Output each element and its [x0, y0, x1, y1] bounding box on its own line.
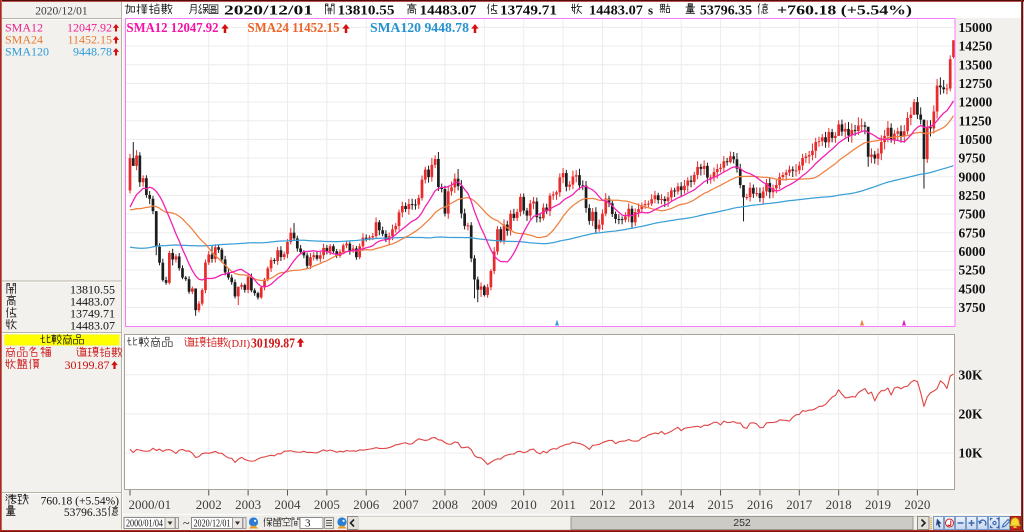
svg-text:2016: 2016 — [747, 497, 774, 512]
svg-text:3: 3 — [305, 518, 311, 530]
svg-text:14483.07: 14483.07 — [420, 4, 477, 19]
svg-text:2003: 2003 — [235, 497, 261, 512]
svg-text:3750: 3750 — [959, 300, 986, 315]
svg-text:(DJI): (DJI) — [228, 339, 251, 350]
svg-text:SMA24 11452.15: SMA24 11452.15 — [248, 21, 340, 36]
svg-text:13500: 13500 — [959, 57, 993, 72]
svg-text:2008: 2008 — [432, 497, 458, 512]
svg-text:12750: 12750 — [959, 76, 993, 91]
svg-text:760.18 (+5.54%): 760.18 (+5.54%) — [41, 496, 120, 508]
svg-text:2002: 2002 — [196, 497, 222, 512]
svg-text:2014: 2014 — [668, 497, 695, 512]
svg-text:2017: 2017 — [786, 497, 813, 512]
svg-text:10K: 10K — [959, 446, 984, 461]
svg-text:2000/01/04: 2000/01/04 — [126, 519, 164, 530]
svg-text:SMA12: SMA12 — [5, 21, 43, 35]
svg-text:2005: 2005 — [314, 497, 340, 512]
svg-text:13810.55: 13810.55 — [70, 283, 115, 297]
svg-text:14483.07: 14483.07 — [70, 295, 115, 309]
svg-text:2000/01: 2000/01 — [129, 497, 172, 512]
svg-text:2009: 2009 — [471, 497, 497, 512]
svg-text:+760.18 (+5.54%): +760.18 (+5.54%) — [777, 4, 912, 19]
svg-text:9448.78: 9448.78 — [73, 45, 112, 59]
svg-text:2012: 2012 — [589, 497, 615, 512]
svg-text:6750: 6750 — [959, 225, 986, 240]
svg-text:10500: 10500 — [959, 132, 993, 147]
svg-text:53796.35: 53796.35 — [64, 507, 107, 519]
svg-text:12000: 12000 — [959, 95, 993, 110]
svg-text:15000: 15000 — [959, 20, 993, 35]
svg-text:2018: 2018 — [826, 497, 852, 512]
svg-text:252: 252 — [733, 517, 751, 529]
svg-text:s: s — [648, 3, 653, 18]
svg-text:14483.07: 14483.07 — [589, 4, 643, 19]
svg-text:~: ~ — [183, 516, 190, 530]
svg-text:30199.87: 30199.87 — [251, 336, 295, 351]
svg-text:SMA12 12047.92: SMA12 12047.92 — [127, 21, 219, 36]
svg-text:SMA120 9448.78: SMA120 9448.78 — [370, 21, 469, 36]
svg-text:2006: 2006 — [353, 497, 380, 512]
svg-text:13810.55: 13810.55 — [338, 4, 395, 19]
svg-text:9000: 9000 — [959, 169, 986, 184]
svg-text:14483.07: 14483.07 — [70, 319, 115, 333]
svg-text:2020: 2020 — [904, 497, 930, 512]
svg-text:2010: 2010 — [511, 497, 537, 512]
svg-text:2011: 2011 — [550, 497, 576, 512]
svg-text:5250: 5250 — [959, 263, 986, 278]
svg-text:30199.87: 30199.87 — [65, 358, 110, 372]
svg-text:2004: 2004 — [274, 497, 301, 512]
svg-text:2007: 2007 — [393, 497, 420, 512]
svg-text:13749.71: 13749.71 — [500, 4, 557, 19]
svg-text:20K: 20K — [959, 406, 984, 421]
svg-text:2019: 2019 — [865, 497, 891, 512]
svg-text:53796.35: 53796.35 — [700, 3, 752, 18]
svg-text:2020/12/01: 2020/12/01 — [35, 6, 88, 18]
svg-text:4500: 4500 — [959, 281, 986, 296]
svg-text:2020/12/01: 2020/12/01 — [194, 519, 231, 530]
svg-text:8250: 8250 — [959, 188, 986, 203]
svg-text:2015: 2015 — [708, 497, 734, 512]
svg-text:9750: 9750 — [959, 151, 986, 166]
svg-text:2013: 2013 — [629, 497, 655, 512]
svg-text:7500: 7500 — [959, 207, 986, 222]
svg-text:2020/12/01: 2020/12/01 — [224, 4, 313, 19]
svg-text:6000: 6000 — [959, 244, 986, 259]
svg-text:14250: 14250 — [959, 39, 993, 54]
svg-text:30K: 30K — [959, 367, 984, 382]
svg-text:12047.92: 12047.92 — [67, 21, 112, 35]
svg-text:SMA24: SMA24 — [5, 33, 43, 47]
svg-text:SMA120: SMA120 — [5, 45, 49, 59]
svg-text:13749.71: 13749.71 — [70, 307, 115, 321]
svg-text:11250: 11250 — [959, 113, 992, 128]
svg-text:11452.15: 11452.15 — [67, 33, 112, 47]
